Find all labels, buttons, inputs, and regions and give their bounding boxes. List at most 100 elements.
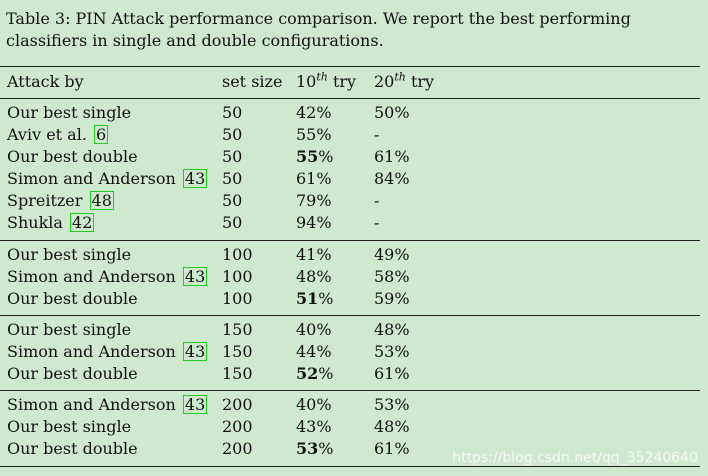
cell-20th-try: 61%	[374, 439, 410, 458]
table-row: Shukla 42 50 94% -	[0, 212, 700, 234]
cell-set-size: 50	[222, 103, 243, 122]
table-row: Spreitzer 48 50 79% -	[0, 190, 700, 212]
citation-link[interactable]: 43	[182, 169, 208, 188]
cell-10th-try: 44%	[296, 342, 332, 361]
citation-link[interactable]: 43	[182, 395, 208, 414]
attack-name: Shukla	[7, 213, 63, 232]
cell-20th-try: 61%	[374, 364, 410, 383]
group-rule	[0, 240, 700, 241]
table-row: Our best double 200 53% 61%	[0, 438, 700, 460]
cell-attack-by: Our best single	[7, 319, 131, 341]
table-row: Our best double 50 55% 61%	[0, 146, 700, 168]
cell-20th-try: 48%	[374, 320, 410, 339]
cell-10th-try: 51%	[296, 289, 334, 308]
cell-10th-try: 61%	[296, 169, 332, 188]
cell-set-size: 50	[222, 147, 243, 166]
cell-10th-try: 52%	[296, 364, 334, 383]
cell-attack-by: Simon and Anderson 43	[7, 341, 208, 363]
cell-attack-by: Simon and Anderson 43	[7, 394, 208, 416]
table-row: Simon and Anderson 43 200 40% 53%	[0, 394, 700, 416]
cell-attack-by: Spreitzer 48	[7, 190, 114, 212]
cell-set-size: 50	[222, 125, 243, 144]
cell-attack-by: Our best single	[7, 102, 131, 124]
citation-link[interactable]: 42	[70, 213, 95, 232]
attack-name: Simon and Anderson	[7, 395, 176, 414]
cell-attack-by: Shukla 42	[7, 212, 95, 234]
table-row: Our best single 200 43% 48%	[0, 416, 700, 438]
cell-20th-try: 48%	[374, 417, 410, 436]
cell-set-size: 150	[222, 320, 253, 339]
cell-set-size: 100	[222, 267, 253, 286]
cell-20th-try: -	[374, 191, 380, 210]
cell-set-size: 200	[222, 417, 253, 436]
attack-name: Our best single	[7, 103, 132, 122]
cell-10th-try: 55%	[296, 125, 332, 144]
cell-attack-by: Our best double	[7, 288, 138, 310]
cell-set-size: 50	[222, 213, 243, 232]
attack-name: Our best double	[7, 439, 138, 458]
cell-set-size: 100	[222, 289, 253, 308]
table-row: Our best single 50 42% 50%	[0, 102, 700, 124]
cell-set-size: 150	[222, 364, 253, 383]
cell-10th-try: 43%	[296, 417, 332, 436]
attack-name: Our best double	[7, 289, 138, 308]
cell-20th-try: 84%	[374, 169, 410, 188]
citation-link[interactable]: 43	[182, 267, 208, 286]
cell-20th-try: 50%	[374, 103, 410, 122]
cell-attack-by: Our best double	[7, 363, 138, 385]
attack-name: Simon and Anderson	[7, 342, 176, 361]
watermark: https://blog.csdn.net/qq_35240640	[452, 450, 698, 466]
table-row: Our best double 100 51% 59%	[0, 288, 700, 310]
cell-20th-try: -	[374, 125, 380, 144]
cell-10th-try: 40%	[296, 395, 332, 414]
cell-attack-by: Aviv et al. 6	[7, 124, 109, 146]
cell-set-size: 50	[222, 169, 243, 188]
cell-set-size: 150	[222, 342, 253, 361]
top-rule	[0, 66, 700, 67]
group-rule	[0, 390, 700, 391]
attack-name: Simon and Anderson	[7, 169, 176, 188]
attack-name: Our best single	[7, 245, 132, 264]
attack-name: Our best double	[7, 364, 138, 383]
cell-set-size: 200	[222, 395, 253, 414]
header-rule	[0, 98, 700, 99]
cell-20th-try: 53%	[374, 395, 410, 414]
header-10th-try: 10th try	[296, 70, 357, 91]
cell-20th-try: 53%	[374, 342, 410, 361]
cell-attack-by: Simon and Anderson 43	[7, 168, 208, 190]
cell-attack-by: Our best single	[7, 244, 131, 266]
table-row: Simon and Anderson 43 100 48% 58%	[0, 266, 700, 288]
cell-20th-try: -	[374, 213, 380, 232]
table-row: Simon and Anderson 43 50 61% 84%	[0, 168, 700, 190]
header-set-size: set size	[222, 72, 283, 91]
attack-name: Our best double	[7, 147, 138, 166]
cell-10th-try: 40%	[296, 320, 332, 339]
cell-attack-by: Our best double	[7, 146, 138, 168]
bottom-rule	[0, 466, 700, 467]
table-row: Our best single 150 40% 48%	[0, 319, 700, 341]
citation-link[interactable]: 43	[182, 342, 208, 361]
cell-10th-try: 53%	[296, 439, 334, 458]
cell-set-size: 100	[222, 245, 253, 264]
cell-20th-try: 58%	[374, 267, 410, 286]
cell-10th-try: 41%	[296, 245, 332, 264]
cell-attack-by: Our best single	[7, 416, 131, 438]
cell-10th-try: 94%	[296, 213, 332, 232]
cell-attack-by: Simon and Anderson 43	[7, 266, 208, 288]
cell-set-size: 50	[222, 191, 243, 210]
cell-set-size: 200	[222, 439, 253, 458]
citation-link[interactable]: 48	[89, 191, 114, 210]
group-rule	[0, 315, 700, 316]
cell-attack-by: Our best double	[7, 438, 138, 460]
attack-name: Spreitzer	[7, 191, 83, 210]
cell-10th-try: 55%	[296, 147, 334, 166]
table-header-row: Attack by set size 10th try 20th try	[0, 71, 700, 93]
table-row: Our best single 100 41% 49%	[0, 244, 700, 266]
header-20th-try: 20th try	[374, 70, 435, 91]
attack-name: Simon and Anderson	[7, 267, 176, 286]
cell-10th-try: 48%	[296, 267, 332, 286]
table-row: Aviv et al. 6 50 55% -	[0, 124, 700, 146]
cell-10th-try: 42%	[296, 103, 332, 122]
cell-20th-try: 49%	[374, 245, 410, 264]
citation-link[interactable]: 6	[94, 125, 109, 144]
